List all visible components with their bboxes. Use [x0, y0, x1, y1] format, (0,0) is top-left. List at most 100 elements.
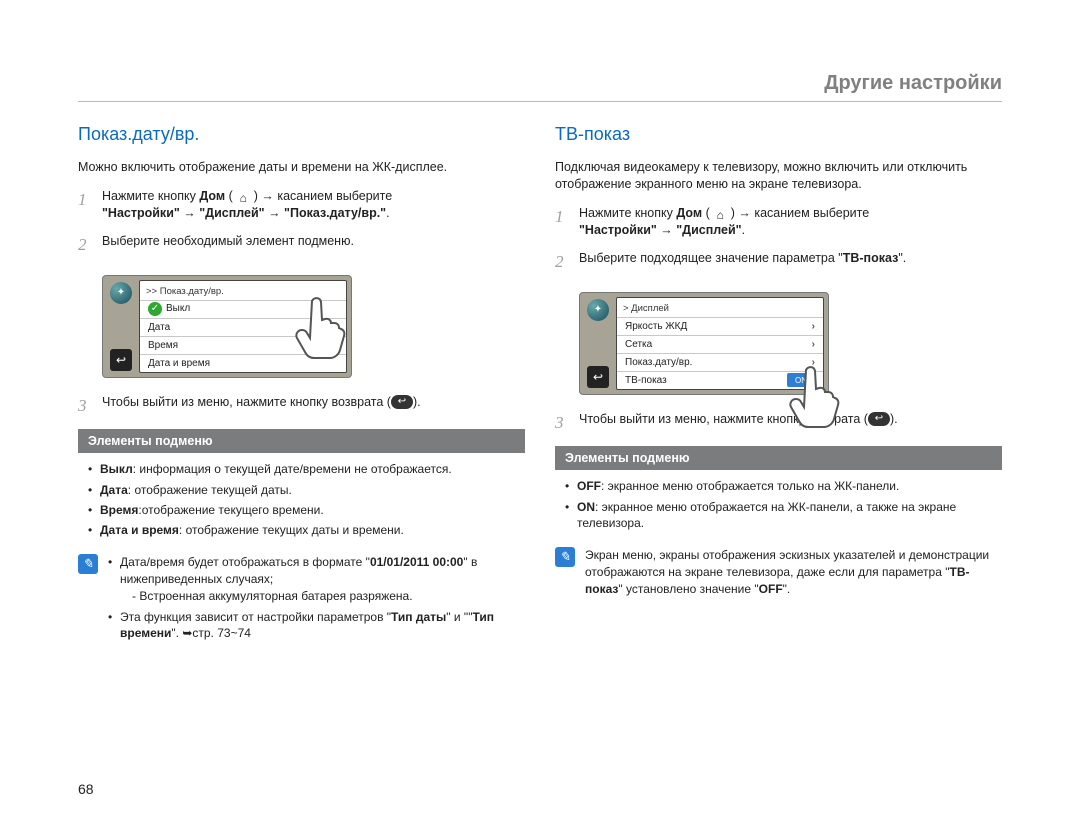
menu-row-datetime: Дата и время	[140, 354, 346, 372]
device-figure-left: ✦ ↩ >> Показ.дату/вр. ✓Выкл Дата Время Д…	[102, 275, 352, 378]
item-on: ON: экранное меню отображается на ЖК-пан…	[565, 499, 1002, 531]
step-number: 2	[78, 233, 92, 257]
text: → касанием выберите	[258, 189, 392, 203]
columns: Показ.дату/вр. Можно включить отображени…	[78, 124, 1002, 646]
item-text: : отображение текущих даты и времени.	[179, 523, 404, 537]
right-column: ТВ-показ Подключая видеокамеру к телевиз…	[555, 124, 1002, 646]
chevron-right-icon: ›	[812, 339, 815, 350]
manual-page: Другие настройки Показ.дату/вр. Можно вк…	[0, 0, 1080, 825]
item-off: OFF: экранное меню отображается только н…	[565, 478, 1002, 494]
info-icon: ✎	[555, 547, 575, 567]
item-time: Время:отображение текущего времени.	[88, 502, 525, 518]
step-text: Чтобы выйти из меню, нажмите кнопку возв…	[579, 411, 898, 435]
item-off: Выкл: информация о текущей дате/времени …	[88, 461, 525, 477]
bold: OFF	[759, 582, 783, 596]
menu-row-tv: ТВ-показON	[617, 371, 823, 389]
text: ".	[783, 582, 791, 596]
text: .	[386, 206, 389, 220]
bold: Тип даты	[391, 610, 446, 624]
menu-row-date: Дата	[140, 318, 346, 336]
lead-text: Подключая видеокамеру к телевизору, можн…	[555, 159, 1002, 193]
check-icon: ✓	[148, 302, 162, 316]
step-text: Чтобы выйти из меню, нажмите кнопку возв…	[102, 394, 421, 418]
settings-icon: ✦	[587, 299, 609, 321]
row-label: Время	[148, 340, 178, 351]
text: " и "	[446, 610, 468, 624]
row-label: Дата и время	[148, 358, 210, 369]
section-title-tv: ТВ-показ	[555, 124, 1002, 145]
submenu-header: Элементы подменю	[78, 429, 525, 453]
text: Выберите подходящее значение параметра "	[579, 251, 843, 265]
back-icon: ↩	[587, 366, 609, 388]
home-icon: ⌂	[713, 208, 727, 222]
item-label: OFF	[577, 479, 601, 493]
item-text: : экранное меню отображается на ЖК-панел…	[577, 500, 956, 530]
step-number: 2	[555, 250, 569, 274]
row-label: Дата	[148, 322, 170, 333]
row-label: Выкл	[166, 303, 190, 314]
note-block: ✎ Экран меню, экраны отображения эскизны…	[555, 547, 1002, 597]
step-text: Выберите подходящее значение параметра "…	[579, 250, 906, 274]
item-text: : отображение текущей даты.	[128, 483, 292, 497]
item-text: : экранное меню отображается только на Ж…	[601, 479, 899, 493]
submenu-header: Элементы подменю	[555, 446, 1002, 470]
page-number: 68	[78, 781, 94, 797]
text: Чтобы выйти из меню, нажмите кнопку возв…	[579, 412, 868, 426]
item-label: Дата	[100, 483, 128, 497]
item-label: ON	[577, 500, 595, 514]
row-label: Сетка	[625, 339, 652, 350]
nav-path: "Настройки" → "Дисплей"	[579, 223, 742, 237]
settings-icon: ✦	[110, 282, 132, 304]
bold: ТВ-показ	[843, 251, 899, 265]
home-icon: ⌂	[236, 191, 250, 205]
text: Чтобы выйти из меню, нажмите кнопку возв…	[102, 395, 391, 409]
nav-path: "Настройки" → "Дисплей" → "Показ.дату/вр…	[102, 206, 386, 220]
lead-text: Можно включить отображение даты и времен…	[78, 159, 525, 176]
step-number: 3	[555, 411, 569, 435]
step-2: 2 Выберите подходящее значение параметра…	[555, 250, 1002, 274]
chevron-right-icon: ›	[812, 321, 815, 332]
item-label: Выкл	[100, 462, 133, 476]
info-icon: ✎	[78, 554, 98, 574]
step-3: 3 Чтобы выйти из меню, нажмите кнопку во…	[555, 411, 1002, 435]
step-text: Нажмите кнопку Дом ( ⌂ ) → касанием выбе…	[102, 188, 392, 223]
left-column: Показ.дату/вр. Можно включить отображени…	[78, 124, 525, 646]
step-3: 3 Чтобы выйти из меню, нажмите кнопку во…	[78, 394, 525, 418]
item-label: Время	[100, 503, 138, 517]
home-label: Дом	[676, 206, 702, 220]
step-2: 2 Выберите необходимый элемент подменю.	[78, 233, 525, 257]
text: Дата/время будет отображаться в формате …	[120, 555, 370, 569]
note-list: Дата/время будет отображаться в формате …	[108, 554, 525, 646]
step-text: Нажмите кнопку Дом ( ⌂ ) → касанием выбе…	[579, 205, 869, 240]
text: ". ➥стр. 73~74	[171, 626, 251, 640]
menu-row-grid: Сетка ›	[617, 335, 823, 353]
text: Нажмите кнопку	[102, 189, 199, 203]
step-text: Выберите необходимый элемент подменю.	[102, 233, 354, 257]
page-header: Другие настройки	[78, 72, 1002, 102]
submenu-list: Выкл: информация о текущей дате/времени …	[78, 453, 525, 538]
back-icon: ↩	[110, 349, 132, 371]
step-number: 3	[78, 394, 92, 418]
step-number: 1	[78, 188, 92, 223]
step-number: 1	[555, 205, 569, 240]
menu-row-time: Время	[140, 336, 346, 354]
back-icon: ↩	[391, 395, 413, 409]
text: ".	[898, 251, 906, 265]
row-label: Показ.дату/вр.	[625, 357, 692, 368]
menu-row-off: ✓ Выкл	[140, 300, 346, 318]
text: Эта функция зависит от настройки парамет…	[120, 610, 391, 624]
device-frame: ✦ ↩ > Дисплей Яркость ЖКД› Сетка › Показ.…	[579, 292, 829, 395]
date-format: 01/01/2011 00:00	[370, 555, 463, 569]
device-frame: ✦ ↩ >> Показ.дату/вр. ✓Выкл Дата Время Д…	[102, 275, 352, 378]
text: .	[742, 223, 745, 237]
breadcrumb: > Дисплей	[617, 301, 823, 317]
note-block: ✎ Дата/время будет отображаться в формат…	[78, 554, 525, 646]
text: " установлено значение "	[618, 582, 758, 596]
menu-row-brightness: Яркость ЖКД›	[617, 317, 823, 335]
item-text: :отображение текущего времени.	[138, 503, 323, 517]
note-text: Экран меню, экраны отображения эскизных …	[585, 547, 1002, 597]
item-label: Дата и время	[100, 523, 179, 537]
back-icon: ↩	[868, 412, 890, 426]
step-1: 1 Нажмите кнопку Дом ( ⌂ ) → касанием вы…	[555, 205, 1002, 240]
device-figure-right: ✦ ↩ > Дисплей Яркость ЖКД› Сетка › Показ.…	[579, 292, 829, 395]
